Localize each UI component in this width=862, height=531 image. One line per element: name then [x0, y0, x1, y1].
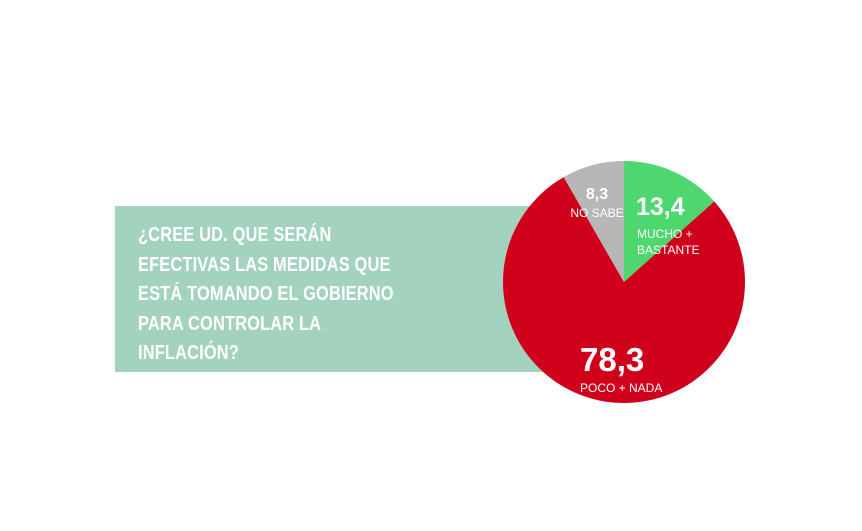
slice-label-mucho-bastante-line2: BASTANTE	[637, 243, 699, 257]
question-text: ¿CREE UD. QUE SERÁN EFECTIVAS LAS MEDIDA…	[138, 224, 394, 364]
slice-mucho-bastante	[624, 161, 715, 282]
slice-value-no-sabe: 8,3	[586, 186, 608, 203]
slice-value-poco-nada: 78,3	[580, 341, 644, 378]
slice-no-sabe	[563, 161, 624, 282]
slice-label-no-sabe: NO SABE	[570, 206, 623, 220]
slice-poco-nada	[502, 177, 745, 403]
slice-label-mucho-bastante-line1: MUCHO +	[637, 227, 693, 241]
slice-label-poco-nada: POCO + NADA	[580, 381, 662, 395]
slice-value-mucho-bastante: 13,4	[636, 193, 685, 221]
